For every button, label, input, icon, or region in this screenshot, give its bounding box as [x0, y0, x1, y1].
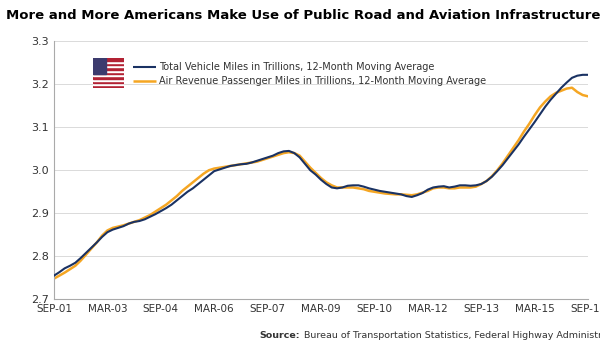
Text: Air Revenue Passenger Miles in Trillions, 12-Month Moving Average: Air Revenue Passenger Miles in Trillions…	[159, 76, 486, 86]
Bar	[93, 61, 124, 63]
Bar	[93, 85, 124, 88]
Bar	[93, 58, 124, 61]
Text: More and More Americans Make Use of Public Road and Aviation Infrastructure: More and More Americans Make Use of Publ…	[6, 9, 600, 22]
Bar	[93, 72, 124, 74]
Bar	[93, 83, 124, 85]
Bar	[93, 67, 124, 70]
Bar	[93, 81, 124, 83]
Bar	[93, 74, 124, 76]
Bar	[93, 79, 124, 81]
Bar	[93, 58, 106, 74]
Bar	[93, 76, 124, 79]
Bar	[93, 65, 124, 67]
Bar	[93, 70, 124, 72]
Bar	[93, 63, 124, 65]
Text: Bureau of Transportation Statistics, Federal Highway Administration, U.S. Global: Bureau of Transportation Statistics, Fed…	[301, 331, 600, 340]
Text: Total Vehicle Miles in Trillions, 12-Month Moving Average: Total Vehicle Miles in Trillions, 12-Mon…	[159, 62, 434, 72]
Text: Source:: Source:	[260, 331, 300, 340]
